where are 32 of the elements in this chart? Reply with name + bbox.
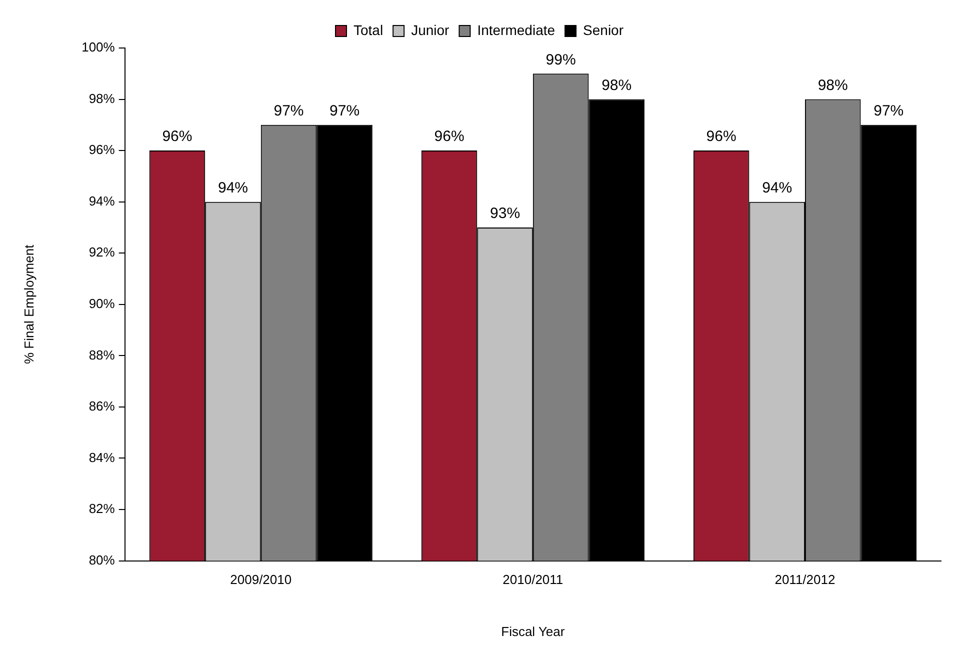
legend-label: Total xyxy=(354,22,384,38)
y-tick-label: 82% xyxy=(88,501,116,516)
x-tick-label: 2010/2011 xyxy=(502,572,564,588)
legend-label: Intermediate xyxy=(477,22,556,38)
y-tick-label: 92% xyxy=(88,244,116,260)
legend-label: Junior xyxy=(411,22,450,38)
data-label: 94% xyxy=(762,179,792,196)
data-label: 97% xyxy=(330,102,360,120)
y-tick-label: 96% xyxy=(88,142,116,158)
y-tick-label: 90% xyxy=(88,296,116,311)
data-label: 97% xyxy=(274,102,304,120)
y-axis-title: % Final Employment xyxy=(21,244,36,364)
legend-label: Senior xyxy=(583,22,624,38)
y-tick-label: 80% xyxy=(88,552,116,568)
x-axis-title: Fiscal Year xyxy=(501,624,566,639)
data-label: 98% xyxy=(818,76,848,94)
data-label: 98% xyxy=(602,76,632,94)
y-tick-label: 98% xyxy=(88,90,116,106)
data-label: 96% xyxy=(706,128,736,146)
data-label: 99% xyxy=(546,51,576,68)
y-tick-label: 94% xyxy=(88,193,116,208)
data-label: 96% xyxy=(434,128,464,146)
y-tick-label: 86% xyxy=(88,398,116,414)
x-tick-label: 2011/2012 xyxy=(774,572,836,588)
y-tick-label: 100% xyxy=(82,40,116,55)
data-label: 94% xyxy=(218,179,248,196)
data-label: 93% xyxy=(490,205,520,222)
data-label: 96% xyxy=(162,128,192,146)
y-tick-label: 84% xyxy=(88,450,116,465)
y-tick-label: 88% xyxy=(88,347,116,362)
data-label: 97% xyxy=(874,102,904,120)
x-tick-label: 2009/2010 xyxy=(230,572,292,588)
